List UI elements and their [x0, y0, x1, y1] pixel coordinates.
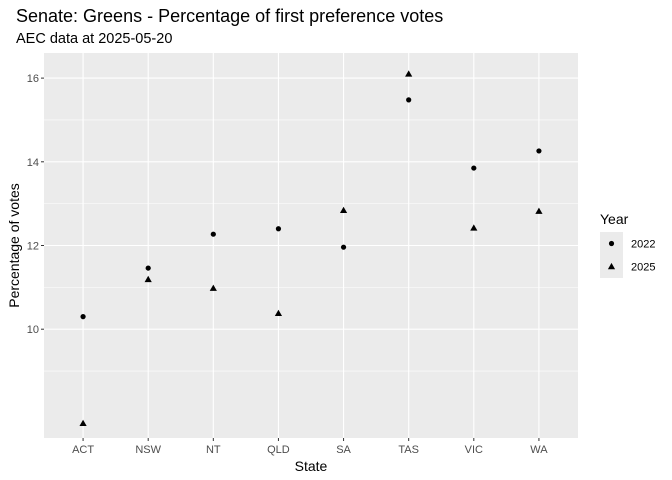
legend-title: Year: [600, 211, 629, 227]
point-2025-nt: [209, 284, 217, 291]
point-2025-qld: [274, 309, 283, 316]
y-tick-label: 14: [27, 157, 39, 169]
grid-lines: [44, 53, 578, 438]
point-2025-vic: [470, 224, 478, 231]
y-tick-label: 12: [27, 241, 39, 253]
legend-key-2022: [608, 240, 615, 247]
data-points: [79, 70, 543, 427]
y-axis-title: Percentage of votes: [6, 183, 22, 308]
point-2022-act: [80, 314, 86, 320]
x-tick-label: WA: [530, 444, 548, 456]
x-tick-label: NSW: [135, 444, 161, 456]
y-tick-label: 16: [27, 73, 39, 85]
point-2025-tas: [405, 70, 413, 77]
x-tick-label: SA: [336, 444, 351, 456]
x-tick-label: TAS: [398, 444, 419, 456]
legend-key-2025: [607, 262, 616, 270]
x-tick-label: QLD: [267, 444, 290, 456]
chart-title: Senate: Greens - Percentage of first pre…: [16, 6, 443, 26]
legend-label-2022: 2022: [631, 239, 655, 251]
point-2025-act: [79, 419, 87, 427]
point-2022-nt: [210, 231, 216, 237]
point-2022-tas: [406, 97, 412, 103]
x-tick-label: VIC: [465, 444, 483, 456]
chart-subtitle: AEC data at 2025-05-20: [16, 31, 172, 47]
point-2025-nsw: [144, 275, 152, 283]
point-2022-sa: [340, 244, 347, 250]
point-2025-sa: [339, 206, 348, 214]
point-2022-vic: [471, 165, 477, 171]
point-2022-wa: [536, 148, 542, 154]
point-2022-qld: [275, 226, 282, 232]
point-2025-wa: [535, 207, 543, 214]
legend: Year 2022 2025: [600, 211, 655, 278]
legend-label-2025: 2025: [631, 262, 655, 274]
x-tick-label: ACT: [72, 444, 94, 456]
x-axis-title: State: [295, 458, 328, 474]
x-tick-label: NT: [206, 444, 221, 456]
axis-ticks: 10 12 14 16 ACT NSW NT QLD SA TAS VIC WA: [27, 73, 548, 456]
point-2022-nsw: [145, 265, 151, 271]
y-tick-label: 10: [27, 324, 39, 336]
